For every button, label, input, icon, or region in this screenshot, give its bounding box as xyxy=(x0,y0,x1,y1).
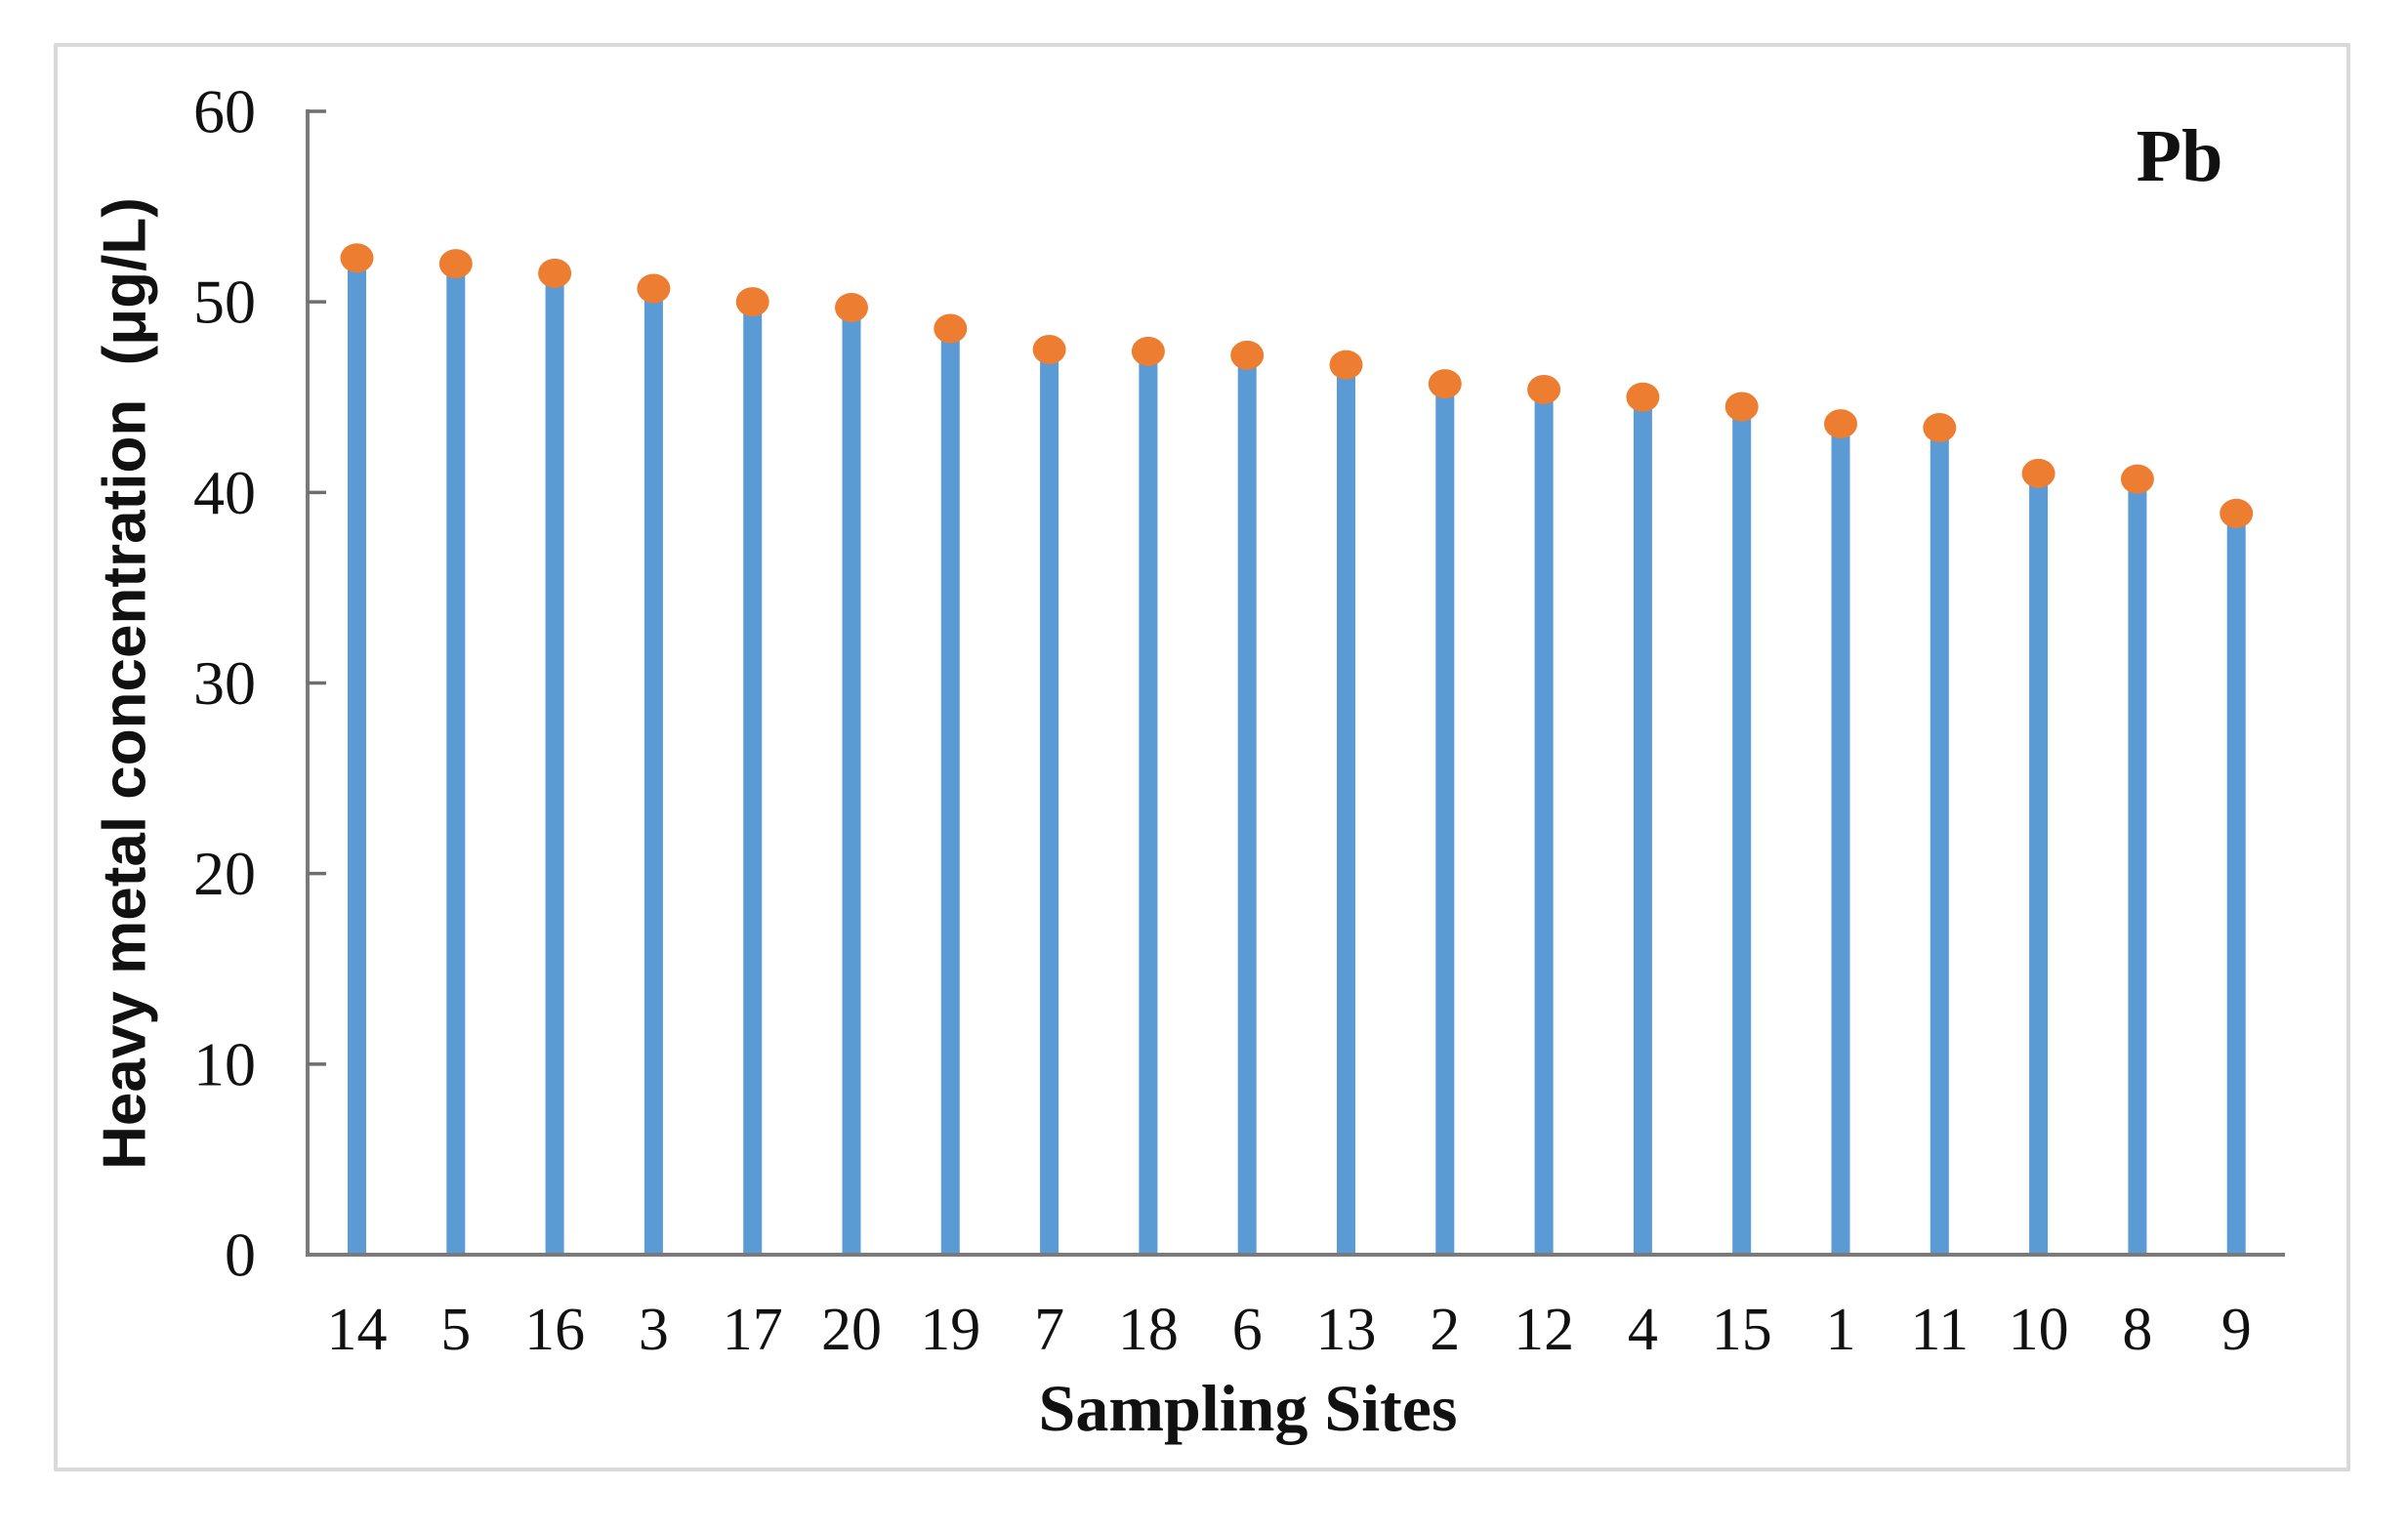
bar-site-20 xyxy=(842,308,861,1255)
x-tick-label-7: 7 xyxy=(1034,1297,1064,1363)
marker-site-2 xyxy=(1428,369,1462,399)
bar-site-17 xyxy=(743,302,763,1256)
marker-site-13 xyxy=(1329,350,1363,380)
marker-site-6 xyxy=(1230,340,1265,370)
bar-site-5 xyxy=(446,264,466,1256)
marker-site-3 xyxy=(637,273,671,304)
marker-site-12 xyxy=(1527,374,1561,404)
marker-site-20 xyxy=(835,293,868,323)
x-tick-label-8: 8 xyxy=(2122,1297,2152,1363)
bar-site-9 xyxy=(2226,513,2246,1255)
marker-site-9 xyxy=(2220,498,2254,528)
x-tick-label-9: 9 xyxy=(2221,1297,2252,1363)
x-tick-label-15: 15 xyxy=(1712,1297,1772,1363)
x-tick-label-1: 1 xyxy=(1826,1297,1856,1363)
figure-border xyxy=(54,43,2350,1471)
x-axis-title: Sampling Sites xyxy=(1039,1371,1458,1445)
marker-site-5 xyxy=(438,249,473,279)
marker-site-18 xyxy=(1131,336,1165,366)
bar-site-14 xyxy=(348,258,366,1255)
metal-annotation-pb: Pb xyxy=(2137,115,2223,197)
x-tick-label-4: 4 xyxy=(1628,1297,1658,1363)
bar-site-11 xyxy=(1930,427,1949,1255)
x-tick-label-12: 12 xyxy=(1514,1297,1574,1363)
bar-site-3 xyxy=(644,288,663,1255)
bar-site-8 xyxy=(2128,478,2147,1256)
x-tick-label-17: 17 xyxy=(723,1297,783,1363)
marker-site-8 xyxy=(2120,464,2154,494)
bar-site-19 xyxy=(940,328,960,1255)
bar-site-4 xyxy=(1633,396,1652,1255)
bar-site-16 xyxy=(545,272,564,1255)
x-tick-label-2: 2 xyxy=(1430,1297,1460,1363)
y-tick-label-0: 0 xyxy=(225,1221,256,1290)
x-tick-label-10: 10 xyxy=(2009,1297,2069,1363)
y-tick-label-10: 10 xyxy=(193,1029,256,1098)
x-tick-label-13: 13 xyxy=(1316,1297,1377,1363)
bar-site-7 xyxy=(1040,349,1059,1255)
marker-site-4 xyxy=(1626,382,1660,412)
bar-site-2 xyxy=(1435,384,1455,1255)
marker-site-17 xyxy=(735,287,769,317)
x-tick-label-6: 6 xyxy=(1232,1297,1263,1363)
x-tick-label-20: 20 xyxy=(821,1297,882,1363)
marker-site-16 xyxy=(538,258,572,288)
bar-site-15 xyxy=(1732,406,1752,1256)
x-tick-label-16: 16 xyxy=(524,1297,585,1363)
marker-site-14 xyxy=(340,243,374,273)
x-tick-label-11: 11 xyxy=(1910,1297,1969,1363)
marker-site-1 xyxy=(1824,409,1857,439)
y-tick-label-50: 50 xyxy=(193,268,256,337)
y-tick-label-30: 30 xyxy=(193,648,256,718)
bar-site-6 xyxy=(1237,354,1257,1255)
marker-site-19 xyxy=(934,313,968,344)
marker-site-10 xyxy=(2021,458,2055,488)
x-tick-label-19: 19 xyxy=(920,1297,980,1363)
marker-site-15 xyxy=(1724,392,1759,422)
x-tick-label-18: 18 xyxy=(1118,1297,1179,1363)
y-axis-title: Heavy metal concentration (μg/L) xyxy=(92,197,159,1170)
x-tick-label-5: 5 xyxy=(440,1297,471,1363)
bar-site-10 xyxy=(2029,473,2049,1256)
y-tick-label-40: 40 xyxy=(193,458,256,527)
bar-site-1 xyxy=(1831,424,1850,1255)
y-tick-label-20: 20 xyxy=(193,839,256,908)
bar-site-13 xyxy=(1337,364,1355,1255)
marker-site-11 xyxy=(1923,412,1957,442)
marker-site-7 xyxy=(1032,334,1066,364)
bar-site-18 xyxy=(1139,351,1158,1255)
x-tick-label-14: 14 xyxy=(327,1297,388,1363)
bar-site-12 xyxy=(1534,389,1554,1255)
y-tick-label-60: 60 xyxy=(193,77,256,146)
x-tick-label-3: 3 xyxy=(639,1297,669,1363)
